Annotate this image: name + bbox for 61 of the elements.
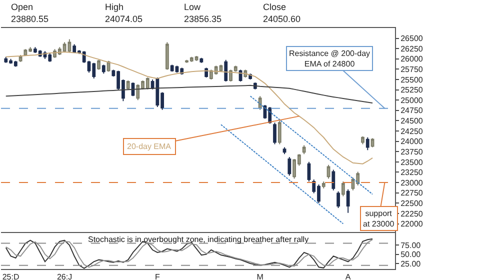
ref-line-label: Resistance @ 200-day EMA of 24800 xyxy=(289,49,370,68)
x-tick-label: 25:D xyxy=(2,272,20,280)
candlestick xyxy=(200,57,204,64)
y-tick-label: 24000 xyxy=(400,137,424,146)
candlestick xyxy=(224,59,228,82)
y-tick-label: 24750 xyxy=(400,106,424,116)
y-tick-label: 22250 xyxy=(400,209,424,218)
y-tick-label: 25250 xyxy=(400,86,424,95)
candlestick xyxy=(102,64,106,74)
candlestick xyxy=(302,144,306,155)
candlestick xyxy=(288,156,292,176)
y-tick-label: 25750 xyxy=(400,65,424,74)
candlestick xyxy=(97,59,100,70)
text: 23856.35 xyxy=(184,14,222,24)
y-tick-label: 75.00 xyxy=(400,240,422,250)
candlestick xyxy=(322,181,326,189)
y-tick-label: 26000 xyxy=(400,54,424,64)
candlestick xyxy=(18,54,22,62)
x-tick-label: A xyxy=(345,272,352,280)
y-tick-label: 26500 xyxy=(400,34,424,44)
candlestick xyxy=(332,169,336,191)
candlestick xyxy=(366,136,370,151)
candlestick xyxy=(166,42,169,70)
candlestick xyxy=(282,146,286,155)
text: 20-day EMA xyxy=(127,142,172,151)
ref-line-label: support at 23000 xyxy=(363,209,395,228)
text: Open xyxy=(11,2,34,12)
text: Close xyxy=(263,2,286,12)
y-tick-label: 23250 xyxy=(400,168,424,178)
y-tick-label: 24250 xyxy=(400,126,424,136)
candlestick xyxy=(273,122,276,145)
y-tick-label: 23000 xyxy=(400,178,424,188)
candlestick xyxy=(258,96,262,110)
x-tick-label: 26:J xyxy=(56,272,72,280)
y-tick-label: 26250 xyxy=(400,44,424,54)
text: 23880.55 xyxy=(11,14,49,24)
y-tick-label: 25500 xyxy=(400,75,424,84)
y-tick-label: 50.00 xyxy=(400,250,422,260)
candlestick xyxy=(361,136,364,145)
x-tick-label: F xyxy=(154,272,160,280)
line-series xyxy=(5,84,374,104)
candlestick xyxy=(126,80,130,90)
candlestick xyxy=(346,188,350,214)
y-tick-label: 25.00 xyxy=(400,259,422,268)
text: 24050.60 xyxy=(263,14,301,24)
y-tick-label: 23750 xyxy=(400,147,424,156)
y-tick-label: 24500 xyxy=(400,116,424,126)
candlestick xyxy=(341,181,345,197)
y-tick-label: 25000 xyxy=(400,96,424,105)
y-tick-label: 22750 xyxy=(400,188,424,198)
x-tick-label: M xyxy=(256,272,264,280)
text: High xyxy=(105,2,124,12)
line-series xyxy=(5,52,374,164)
chart-title: Stochastic is in overbought zone, indicating breather after rally xyxy=(88,235,309,244)
y-tick-label: 23500 xyxy=(400,158,424,167)
y-tick-label: 22000 xyxy=(400,220,424,229)
candlestick xyxy=(278,120,282,145)
text: Low xyxy=(184,2,202,12)
y-tick-label: 22500 xyxy=(400,198,424,208)
text: 24074.05 xyxy=(105,14,143,24)
candlestick xyxy=(336,190,340,209)
